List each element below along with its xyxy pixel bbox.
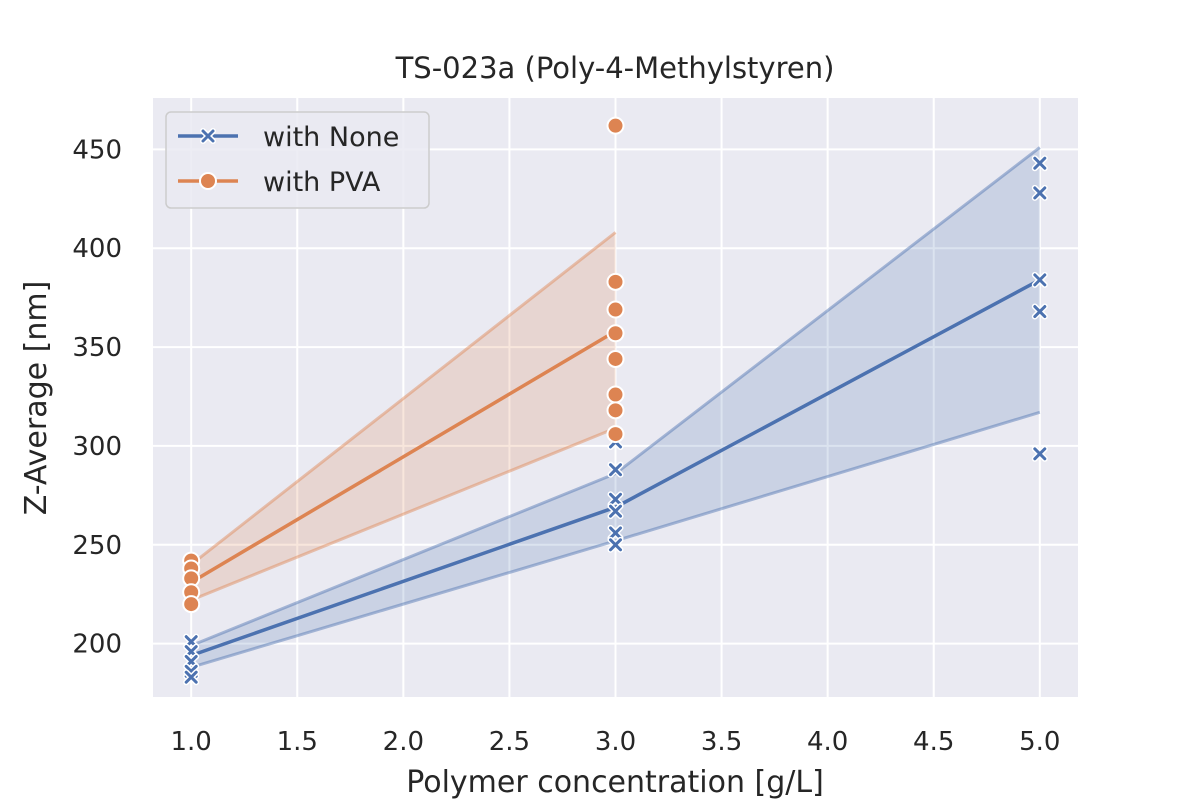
ci-lower-edge-with-pva <box>190 426 617 602</box>
y-tick-label: 250 <box>72 531 122 561</box>
chart-title: TS-023a (Poly-4-Methylstyren) <box>395 51 835 85</box>
y-tick-label: 200 <box>72 630 122 660</box>
x-tick-label: 2.5 <box>489 727 530 757</box>
x-tick-label: 4.0 <box>807 727 848 757</box>
data-point-with-pva <box>606 401 625 420</box>
y-axis-label: Z-Average [nm] <box>19 281 54 516</box>
y-tick-label: 400 <box>72 234 122 264</box>
legend-marker-circle <box>199 172 217 190</box>
legend-item-with-none: with None <box>178 122 399 153</box>
legend: with None with PVA <box>165 111 430 209</box>
x-tick-label: 5.0 <box>1019 727 1060 757</box>
x-tick-label: 3.0 <box>595 727 636 757</box>
y-tick-label: 300 <box>72 432 122 462</box>
data-point-with-none <box>1031 271 1048 288</box>
ci-band-with-pva <box>191 232 616 601</box>
ci-upper-edge-with-pva <box>190 231 617 566</box>
data-points <box>182 116 1048 686</box>
data-point-with-none <box>1031 445 1048 462</box>
data-point-with-pva <box>606 324 625 343</box>
mean-line-with-pva <box>190 329 617 584</box>
data-point-with-pva <box>606 385 625 404</box>
data-point-with-pva <box>606 349 625 368</box>
x-axis-label: Polymer concentration [g/L] <box>406 765 824 800</box>
ci-band-with-none <box>191 147 1040 668</box>
data-point-with-none <box>1031 303 1048 320</box>
x-tick-label: 1.5 <box>277 727 318 757</box>
legend-item-with-pva: with PVA <box>178 167 381 198</box>
y-tick-label: 450 <box>72 135 122 165</box>
x-tick-label: 2.0 <box>383 727 424 757</box>
data-point-with-none <box>607 536 624 553</box>
data-point-with-pva <box>606 272 625 291</box>
data-point-with-pva <box>606 116 625 135</box>
data-point-with-none <box>1031 184 1048 201</box>
data-point-with-pva <box>606 425 625 444</box>
x-tick-label: 4.5 <box>913 727 954 757</box>
legend-label: with None <box>263 122 399 153</box>
y-tick-labels: 200 250 300 350 400 450 <box>72 135 122 659</box>
y-tick-label: 350 <box>72 333 122 363</box>
x-tick-label: 1.0 <box>171 727 212 757</box>
x-tick-label: 3.5 <box>701 727 742 757</box>
data-point-with-none <box>607 524 624 541</box>
data-point-with-none <box>607 503 624 520</box>
data-point-with-none <box>607 491 624 508</box>
data-point-with-none <box>607 461 624 478</box>
data-point-with-pva <box>606 300 625 319</box>
data-point-with-none <box>1031 155 1048 172</box>
x-tick-labels: 1.0 1.5 2.0 2.5 3.0 3.5 4.0 4.5 5.0 <box>171 727 1061 757</box>
legend-label: with PVA <box>263 167 381 198</box>
data-point-with-pva <box>182 595 201 614</box>
data-point-with-none <box>183 669 200 686</box>
